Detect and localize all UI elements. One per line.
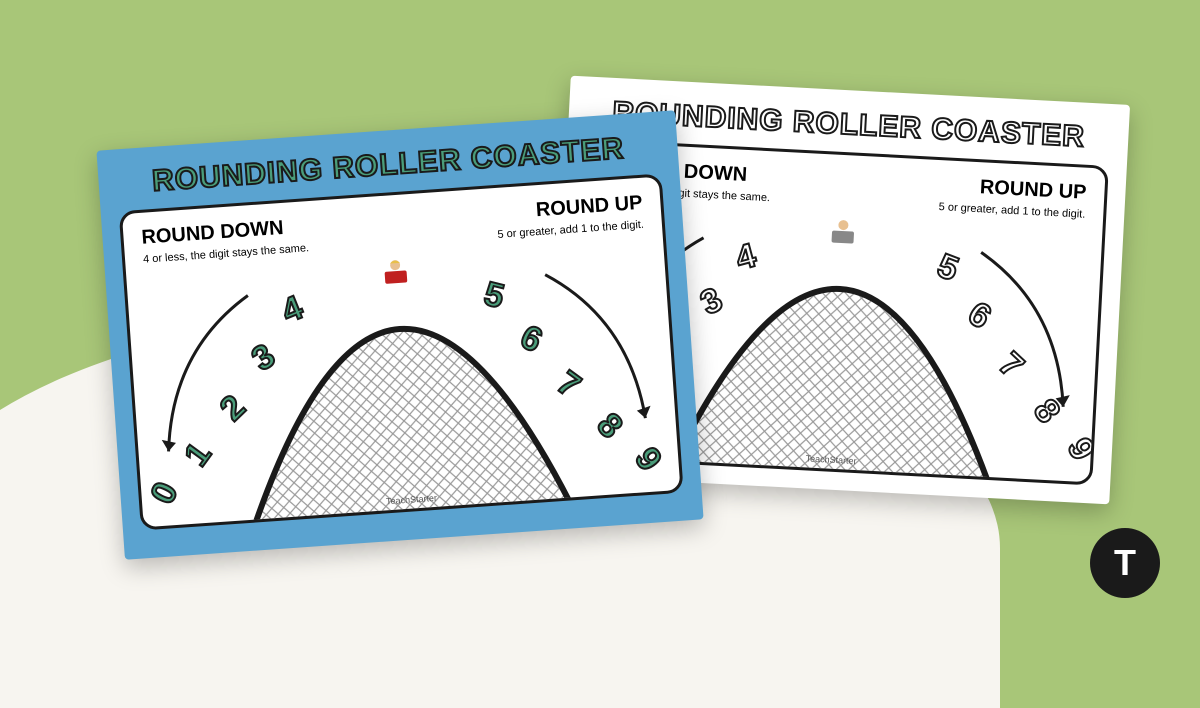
coaster-cart: [378, 256, 414, 288]
brand-logo-letter: T: [1114, 542, 1136, 584]
round-up-label: ROUND UP 5 or greater, add 1 to the digi…: [938, 174, 1087, 222]
round-down-label: ROUND DOWN 4 or less, the digit stays th…: [141, 215, 310, 267]
brand-logo-badge: T: [1090, 528, 1160, 598]
coaster-cart: [825, 216, 861, 248]
arrow-right-icon: [942, 241, 1091, 428]
poster-color: ROUNDING ROLLER COASTER ROUND DOWN 4 or …: [96, 110, 703, 559]
arrow-right-icon: [515, 257, 667, 446]
round-up-label: ROUND UP 5 or greater, add 1 to the digi…: [495, 192, 644, 242]
poster-panel: ROUND DOWN 4 or less, the digit stays th…: [119, 173, 684, 530]
